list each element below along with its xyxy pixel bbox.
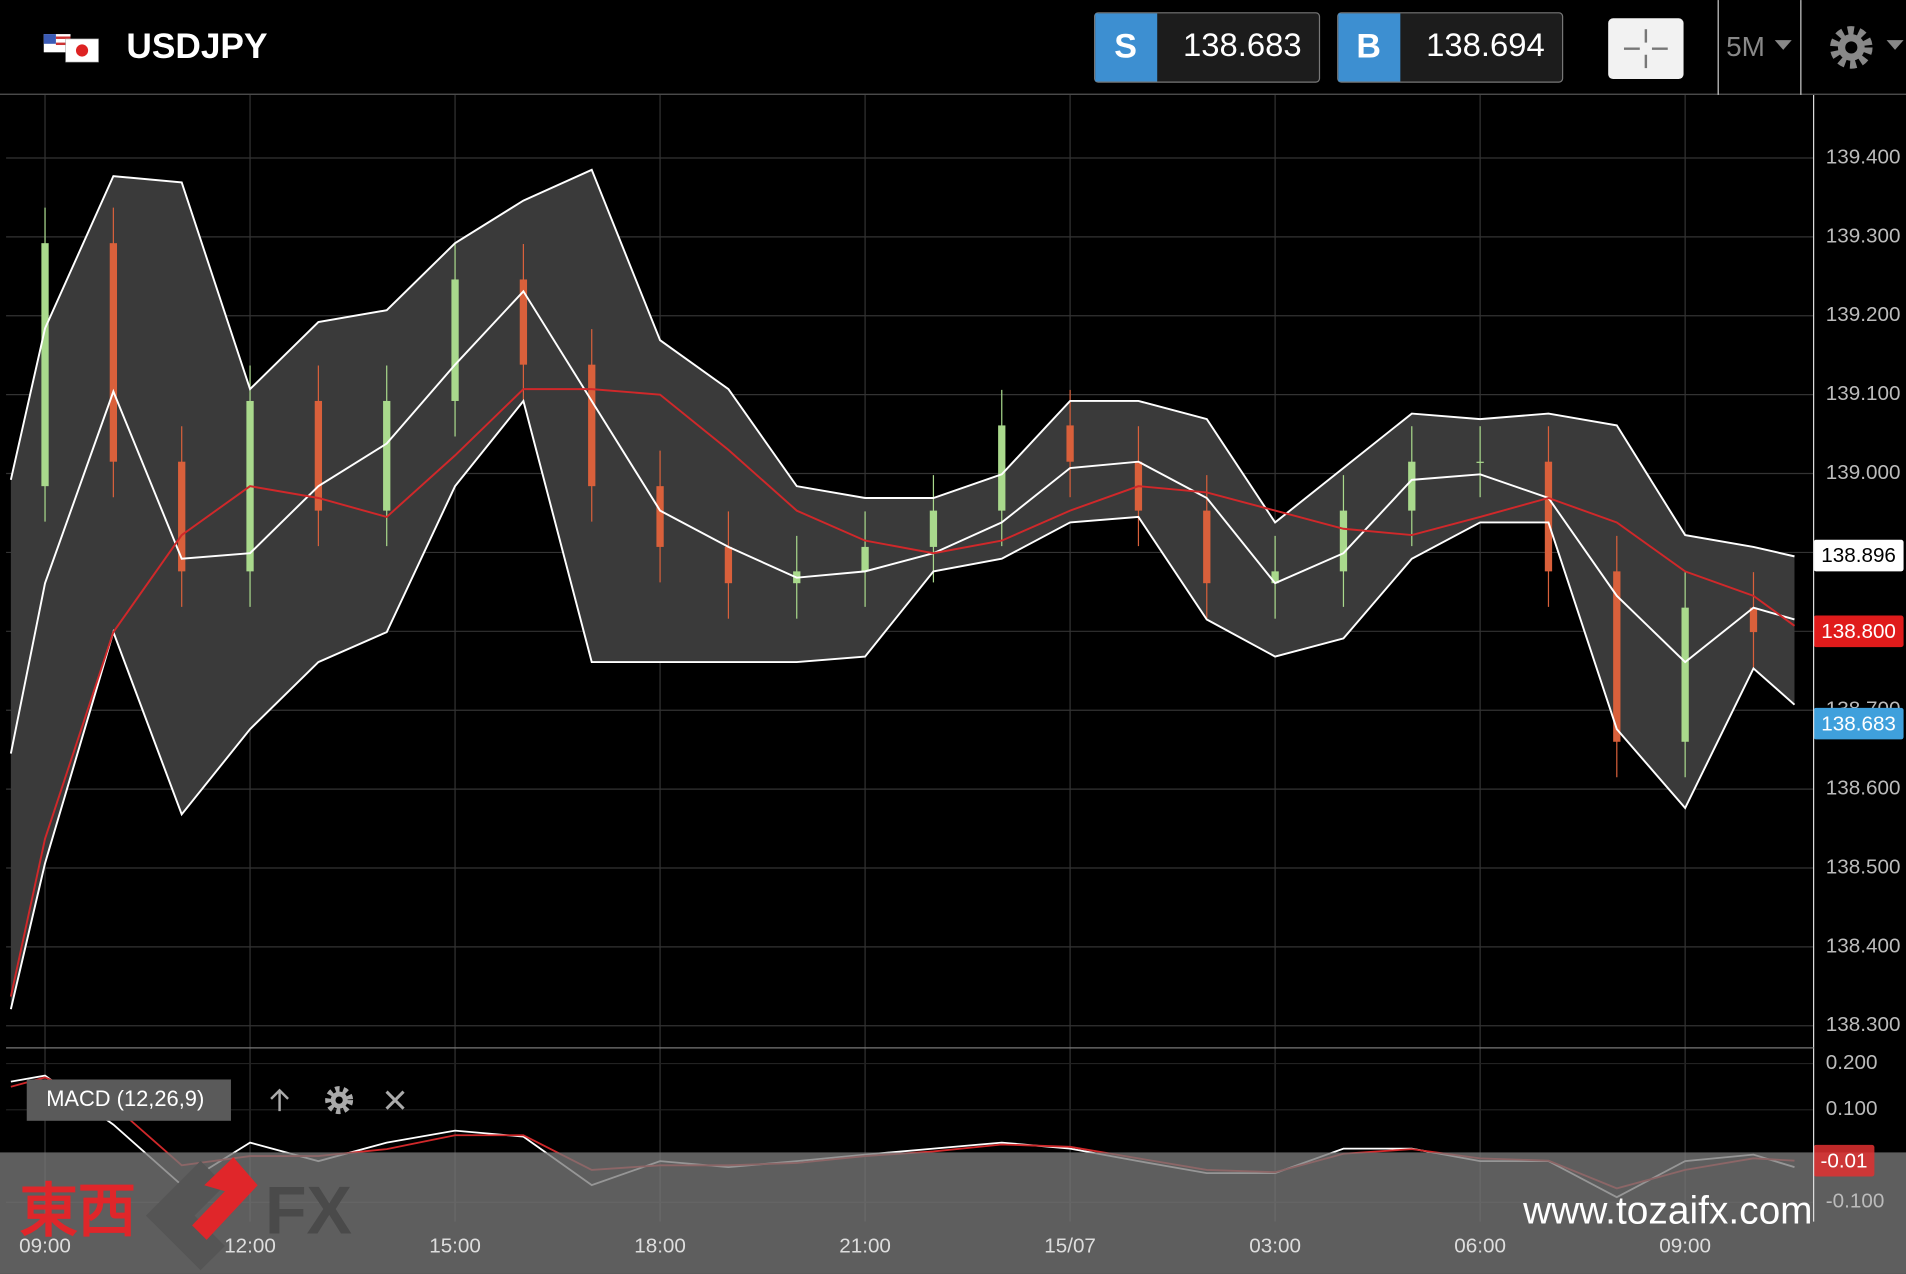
candle-body (1681, 607, 1689, 742)
watermark-url: www.tozaifx.com (1522, 1189, 1812, 1232)
band-middle (9, 289, 1795, 754)
candle-body (1476, 461, 1484, 463)
candle-body (519, 279, 528, 365)
candle-body (1271, 571, 1279, 584)
candle-body (1408, 461, 1416, 511)
candle-body (998, 425, 1006, 511)
buy-label: B (1356, 28, 1381, 66)
watermark-latin: FX (265, 1173, 352, 1249)
candle-body (1203, 510, 1211, 584)
lines (9, 168, 1796, 1010)
crosshair-button[interactable] (1608, 18, 1684, 80)
price-marker (1813, 539, 1904, 572)
indicator-label-bg (26, 1079, 231, 1121)
y-tick-label: 138.400 (1826, 934, 1901, 957)
candle-body (1339, 510, 1348, 572)
macd-marker (1813, 1144, 1875, 1177)
indicator-label: MACD (12,26,9) (46, 1086, 204, 1111)
moving-average (9, 388, 1796, 997)
dropdown-caret (1774, 40, 1792, 50)
sell-label: S (1114, 28, 1137, 66)
y-tick-label: 139.200 (1826, 303, 1901, 326)
candle-body (929, 510, 938, 547)
x-tick-label: 18:00 (634, 1235, 686, 1258)
candles (41, 207, 1758, 778)
price-marker-label: 138.896 (1821, 544, 1896, 567)
band-upper (9, 168, 1795, 558)
price-marker (1813, 707, 1904, 740)
footer-band (0, 1152, 1906, 1274)
y-tick-label: -0.100 (1826, 1190, 1885, 1213)
header (0, 0, 1906, 95)
candle-body (109, 243, 118, 462)
x-tick-label: 21:00 (839, 1235, 891, 1258)
x-tick-label: 15/07 (1044, 1235, 1096, 1258)
symbol: USDJPY (126, 27, 267, 66)
band-lower (9, 398, 1796, 1010)
y-tick-label: 139.400 (1826, 145, 1901, 168)
candle-body (314, 400, 323, 511)
axes: 09:00 12:00 15:00 18:00 21:00 15/07 03:00 06:00… (19, 145, 1904, 1258)
x-tick-label: 09:00 (19, 1235, 71, 1258)
watermark-logo (145, 1157, 258, 1271)
y-tick-label: 0.100 (1826, 1097, 1878, 1120)
macd-marker-label: -0.01 (1820, 1149, 1867, 1172)
buy-label-bg (1338, 13, 1401, 82)
price-marker-label: 138.800 (1821, 620, 1896, 643)
flag-icon (43, 34, 99, 63)
y-tick-label: 138.300 (1826, 1013, 1901, 1036)
candle-body (724, 546, 733, 584)
x-tick-label: 03:00 (1249, 1235, 1301, 1258)
candle-body (1066, 425, 1074, 462)
y-tick-label: 139.300 (1826, 224, 1901, 247)
sell-price: 138.683 (1183, 26, 1302, 63)
candle-body (656, 486, 664, 547)
candle-body (451, 279, 459, 401)
timeframe[interactable]: 5M (1726, 31, 1765, 62)
x-tick-label: 09:00 (1659, 1235, 1711, 1258)
settings-icon[interactable] (1830, 26, 1904, 69)
x-tick-label: 06:00 (1454, 1235, 1506, 1258)
x-tick-label: 15:00 (429, 1235, 481, 1258)
candle-body (861, 546, 869, 572)
candle-body (588, 364, 596, 487)
candle-body (1544, 461, 1553, 572)
candle-body (178, 461, 186, 572)
price-marker (1813, 615, 1904, 648)
watermark-cjk: 東西 (19, 1179, 136, 1244)
y-tick-label: 139.000 (1826, 461, 1901, 484)
y-tick-label: 139.100 (1826, 382, 1901, 405)
y-tick-label: 138.500 (1826, 855, 1901, 878)
price-marker-label: 138.683 (1821, 712, 1896, 735)
candle-body (1749, 607, 1758, 633)
x-tick-label: 12:00 (224, 1235, 276, 1258)
close-icon[interactable] (385, 1090, 405, 1110)
candle-body (1613, 571, 1621, 742)
buy-price: 138.694 (1426, 26, 1545, 63)
candle-body (383, 400, 391, 511)
move-up-icon[interactable] (270, 1088, 289, 1112)
candle-body (41, 243, 49, 487)
sell-label-bg (1095, 13, 1158, 82)
y-tick-label: 0.200 (1826, 1051, 1878, 1074)
y-tick-label: 138.600 (1826, 777, 1901, 800)
